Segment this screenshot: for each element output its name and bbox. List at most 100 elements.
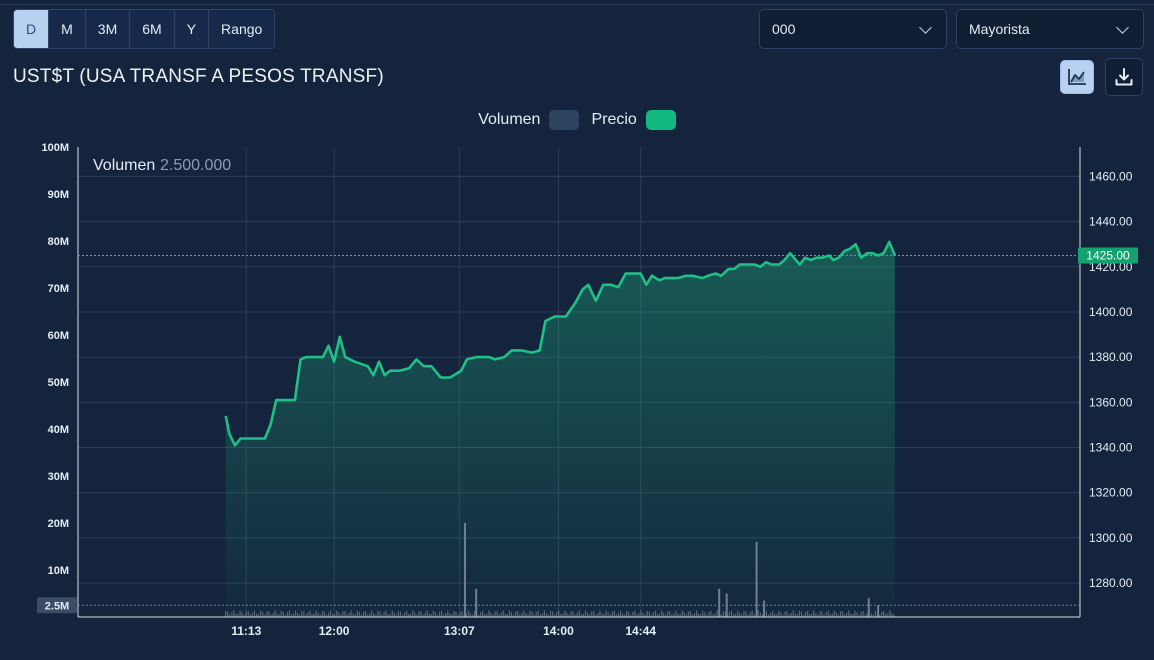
legend-item-price[interactable]: Precio [591, 110, 676, 130]
y-left-tick: 100M [41, 142, 69, 154]
volume-bar [480, 612, 482, 617]
volume-bar [708, 611, 710, 617]
volume-bar [630, 614, 632, 617]
volume-bar [416, 614, 418, 617]
volume-bar [626, 610, 628, 617]
y-left-tick: 90M [48, 189, 69, 201]
volume-bar [819, 611, 821, 617]
volume-bar [482, 610, 484, 617]
y-right-tick: 1320.00 [1089, 486, 1133, 500]
volume-bar [373, 613, 375, 617]
time-range-group: D M 3M 6M Y Rango [13, 9, 276, 49]
hover-volume-value: 2.500.000 [160, 157, 231, 174]
volume-bar [303, 611, 305, 617]
y-left-tick: 80M [48, 236, 69, 248]
range-button-6m[interactable]: 6M [130, 10, 175, 48]
volume-bar [264, 614, 266, 617]
volume-bar [605, 610, 607, 617]
volume-bar [846, 612, 848, 617]
volume-bar [253, 610, 256, 617]
range-button-rango[interactable]: Rango [209, 10, 275, 48]
volume-bar [529, 610, 531, 617]
volume-bar [747, 614, 749, 617]
volume-bar [809, 614, 811, 617]
volume-bar [299, 614, 301, 617]
volume-bar [334, 613, 336, 617]
volume-bar [369, 613, 371, 617]
volume-bar [317, 612, 319, 617]
volume-bar [428, 613, 430, 617]
volume-bar [486, 613, 488, 617]
range-button-m[interactable]: M [49, 10, 86, 48]
volume-bar [383, 612, 385, 617]
legend-item-volume[interactable]: Volumen [478, 110, 580, 130]
volume-bar [401, 614, 404, 617]
volume-bar [424, 612, 426, 617]
range-button-y[interactable]: Y [174, 10, 210, 48]
volume-bar [597, 612, 599, 617]
volume-bar [445, 613, 447, 617]
volume-bar [821, 611, 823, 617]
current-price-value: 1425.00 [1086, 248, 1130, 262]
volume-bar [358, 611, 360, 617]
volume-bar [436, 614, 439, 617]
volume-bar [693, 612, 696, 617]
download-icon [1115, 68, 1133, 86]
segment-select[interactable]: Mayorista [956, 9, 1144, 49]
top-divider [0, 0, 1154, 5]
y-left-tick: 30M [48, 471, 69, 483]
volume-bar [591, 611, 593, 617]
volume-bar [589, 614, 591, 617]
range-button-3m[interactable]: 3M [85, 10, 131, 48]
volume-bar [473, 611, 476, 617]
volume-bar [539, 614, 541, 617]
volume-bar [447, 610, 449, 617]
range-button-d[interactable]: D [14, 10, 50, 48]
volume-bar [523, 610, 525, 617]
volume-bar [601, 613, 603, 617]
volume-bar [397, 611, 400, 617]
volume-bar [517, 611, 519, 617]
volume-bar [490, 612, 492, 617]
volume-bar [266, 611, 268, 617]
volume-bar [780, 612, 782, 617]
volume-bar [484, 613, 486, 617]
volume-bar [243, 614, 245, 617]
volume-bar [885, 614, 887, 617]
volume-bar [872, 614, 875, 617]
volume-bar [496, 611, 498, 617]
volume-bar [233, 610, 235, 617]
volume-bar [687, 611, 689, 617]
volume-bar [379, 611, 381, 617]
volume-bar [790, 613, 792, 617]
volume-bar [582, 613, 585, 617]
volume-bar [593, 611, 595, 617]
volume-bar [508, 610, 511, 617]
volume-bar [311, 613, 313, 617]
y-right-tick: 1280.00 [1089, 576, 1133, 590]
volume-bar [866, 612, 868, 617]
volume-bar [867, 598, 870, 617]
volume-bar [813, 610, 815, 617]
volume-bar [770, 612, 772, 617]
volume-bar [471, 614, 474, 617]
volume-bar [665, 614, 667, 617]
volume-bar [408, 613, 410, 617]
download-button[interactable] [1105, 58, 1143, 96]
volume-bar [338, 612, 340, 617]
volume-bar [716, 610, 718, 617]
volume-bar [366, 614, 369, 617]
volume-bar [545, 613, 548, 617]
hover-volume-label: Volumen [93, 157, 155, 174]
volume-bar [465, 613, 467, 617]
volume-bar [313, 613, 315, 617]
volume-bar [282, 611, 284, 617]
price-area [225, 241, 895, 617]
volume-bar [644, 614, 646, 617]
y-right-tick: 1300.00 [1089, 531, 1133, 545]
settlement-select[interactable]: 000 [759, 9, 947, 49]
volume-bar [700, 614, 702, 617]
volume-bar [642, 612, 644, 617]
chart-type-button[interactable] [1060, 60, 1094, 94]
